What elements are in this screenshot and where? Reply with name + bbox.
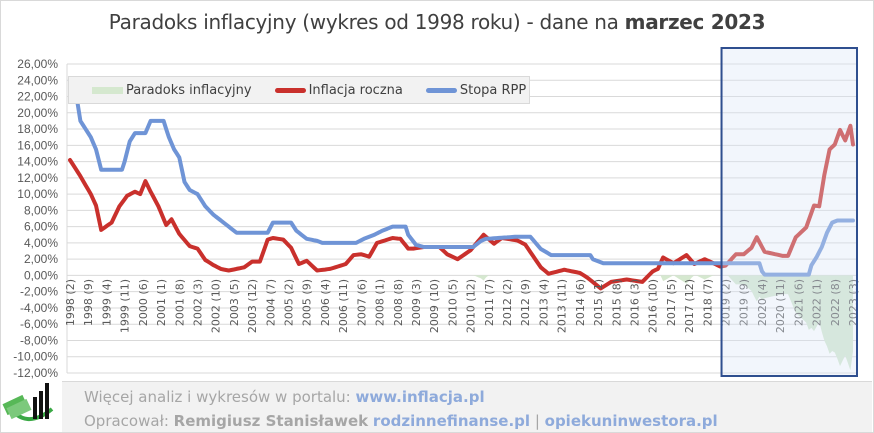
x-tick-label: 2014 (6) [574, 279, 587, 326]
x-tick-label: 2007 (6) [355, 279, 368, 326]
y-tick-label: 24,00% [17, 73, 58, 87]
y-tick-label: -6,00% [20, 317, 58, 331]
y-tick-label: 4,00% [24, 236, 58, 250]
inflacja-link[interactable]: www.inflacja.pl [355, 388, 485, 406]
y-tick-label: 12,00% [17, 171, 58, 185]
y-tick-label: 20,00% [17, 106, 58, 120]
x-tick-label: 2016 (10) [647, 279, 660, 333]
y-tick-label: 8,00% [24, 203, 58, 217]
paradox-area [70, 275, 853, 371]
y-tick-label: 18,00% [17, 122, 58, 136]
x-tick-label: 2018 (7) [701, 279, 714, 326]
x-tick-label: 2020 (11) [774, 279, 787, 333]
x-tick-label: 2002 (10) [210, 279, 223, 333]
x-tick-label: 2020 (4) [756, 279, 769, 326]
x-tick-label: 1998 (9) [82, 279, 95, 326]
logo-icon [2, 383, 54, 421]
x-tick-label: 2010 (12) [465, 279, 478, 333]
x-tick-label: 2003 (12) [246, 279, 259, 333]
x-tick-label: 2010 (5) [446, 279, 459, 326]
x-tick-label: 2017 (12) [683, 279, 696, 333]
highlight-box [720, 47, 859, 377]
x-tick-label: 1999 (4) [100, 279, 113, 326]
y-tick-label: 22,00% [17, 90, 58, 104]
y-tick-label: -8,00% [20, 333, 58, 347]
legend: Paradoks inflacyjny Inflacja roczna Stop… [68, 76, 530, 104]
x-tick-label: 2008 (1) [374, 279, 387, 326]
y-tick-label: -2,00% [20, 285, 58, 299]
x-tick-label: 2005 (2) [283, 279, 296, 326]
y-tick-label: 14,00% [17, 155, 58, 169]
x-tick-label: 2009 (3) [410, 279, 423, 326]
legend-label: Paradoks inflacyjny [126, 82, 252, 98]
y-tick-label: 16,00% [17, 138, 58, 152]
footer-line-1: Więcej analiz i wykresów w portalu: www.… [84, 388, 485, 406]
legend-swatch-line [274, 87, 306, 93]
footer: Więcej analiz i wykresów w portalu: www.… [62, 381, 872, 432]
title-date: marzec 2023 [624, 10, 766, 34]
footer-line-2: Opracował: Remigiusz Stanisławek rodzinn… [84, 412, 718, 430]
x-tick-label: 2011 (7) [483, 279, 496, 326]
x-tick-label: 2006 (11) [337, 279, 350, 333]
y-tick-label: -12,00% [13, 366, 58, 380]
x-tick-label: 1998 (2) [64, 279, 77, 326]
x-tick-label: 2006 (4) [319, 279, 332, 326]
x-tick-label: 2021 (6) [792, 279, 805, 326]
x-tick-label: 2017 (5) [665, 279, 678, 326]
separator: | [530, 412, 545, 430]
x-tick-label: 2022 (8) [829, 279, 842, 326]
author-name: Remigiusz Stanisławek [173, 412, 369, 430]
x-tick-label: 2019 (2) [720, 279, 733, 326]
legend-item-paradox: Paradoks inflacyjny [92, 83, 252, 98]
x-tick-label: 2016 (3) [628, 279, 641, 326]
footer-text: Opracował: [84, 412, 174, 430]
legend-swatch-area [92, 86, 123, 94]
x-tick-label: 2003 (5) [228, 279, 241, 326]
legend-item-rate: Stopa RPP [425, 82, 527, 98]
opiekuninwestora-link[interactable]: opiekuninwestora.pl [544, 412, 718, 430]
x-tick-label: 2012 (9) [519, 279, 532, 326]
legend-label: Stopa RPP [459, 82, 527, 98]
y-tick-label: -10,00% [13, 350, 58, 364]
x-tick-label: 2015 (8) [610, 279, 623, 326]
title-text: Paradoks inflacyjny (wykres od 1998 roku… [108, 10, 625, 34]
x-tick-label: 2001 (8) [173, 279, 186, 326]
x-tick-label: 2019 (9) [738, 279, 751, 326]
x-tick-label: 1999 (11) [119, 279, 132, 333]
x-tick-label: 2012 (2) [501, 279, 514, 326]
y-tick-label: 0,00% [24, 268, 58, 282]
x-tick-label: 2001 (1) [155, 279, 168, 326]
y-tick-label: 26,00% [17, 57, 58, 71]
y-tick-label: 6,00% [24, 220, 58, 234]
y-tick-label: 2,00% [24, 252, 58, 266]
chart-title: Paradoks inflacyjny (wykres od 1998 roku… [0, 10, 874, 34]
x-tick-label: 2022 (1) [811, 279, 824, 326]
rodzinnefinanse-link[interactable]: rodzinnefinanse.pl [372, 412, 531, 430]
x-tick-label: 2013 (4) [537, 279, 550, 326]
x-tick-label: 2004 (7) [264, 279, 277, 326]
legend-label: Inflacja roczna [308, 82, 403, 98]
legend-item-inflation: Inflacja roczna [274, 82, 403, 98]
x-tick-label: 2008 (8) [392, 279, 405, 326]
x-tick-label: 2002 (3) [191, 279, 204, 326]
y-tick-label: -4,00% [20, 301, 58, 315]
x-tick-label: 2000 (6) [137, 279, 150, 326]
legend-swatch-line [425, 87, 457, 93]
x-tick-label: 2005 (9) [301, 279, 314, 326]
x-tick-label: 2015 (1) [592, 279, 605, 326]
footer-text: Więcej analiz i wykresów w portalu: [84, 388, 356, 406]
x-tick-label: 2013 (11) [556, 279, 569, 333]
y-tick-label: 10,00% [17, 187, 58, 201]
x-tick-label: 2009 (10) [428, 279, 441, 333]
